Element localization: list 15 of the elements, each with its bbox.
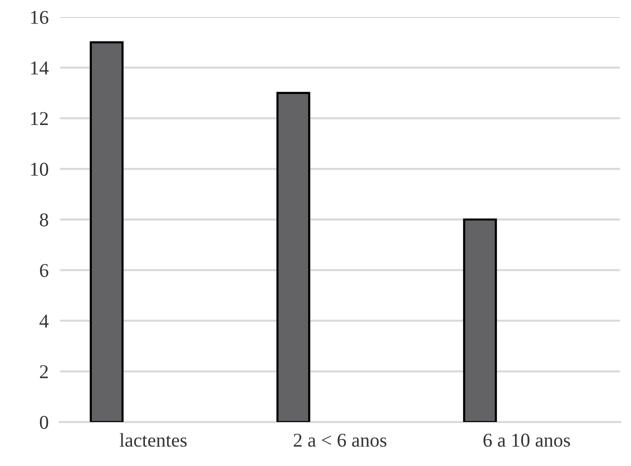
- bar: [463, 218, 497, 422]
- bar: [276, 92, 310, 422]
- x-tick-label: 6 a 10 anos: [483, 434, 570, 447]
- y-tick-label: 0: [40, 416, 48, 429]
- y-tick-label: 6: [40, 264, 48, 278]
- y-tick-label: 8: [40, 213, 48, 226]
- y-tick-label: 16: [31, 10, 48, 24]
- bar: [90, 41, 124, 422]
- x-tick-label: 2 a < 6 anos: [294, 434, 386, 447]
- y-tick-label: 10: [31, 162, 48, 176]
- y-tick-label: 4: [40, 314, 49, 328]
- y-tick-label: 2: [40, 365, 48, 378]
- y-tick-label: 14: [31, 62, 49, 74]
- y-tick-label: 12: [31, 112, 48, 125]
- x-tick-label: lactentes: [120, 433, 187, 447]
